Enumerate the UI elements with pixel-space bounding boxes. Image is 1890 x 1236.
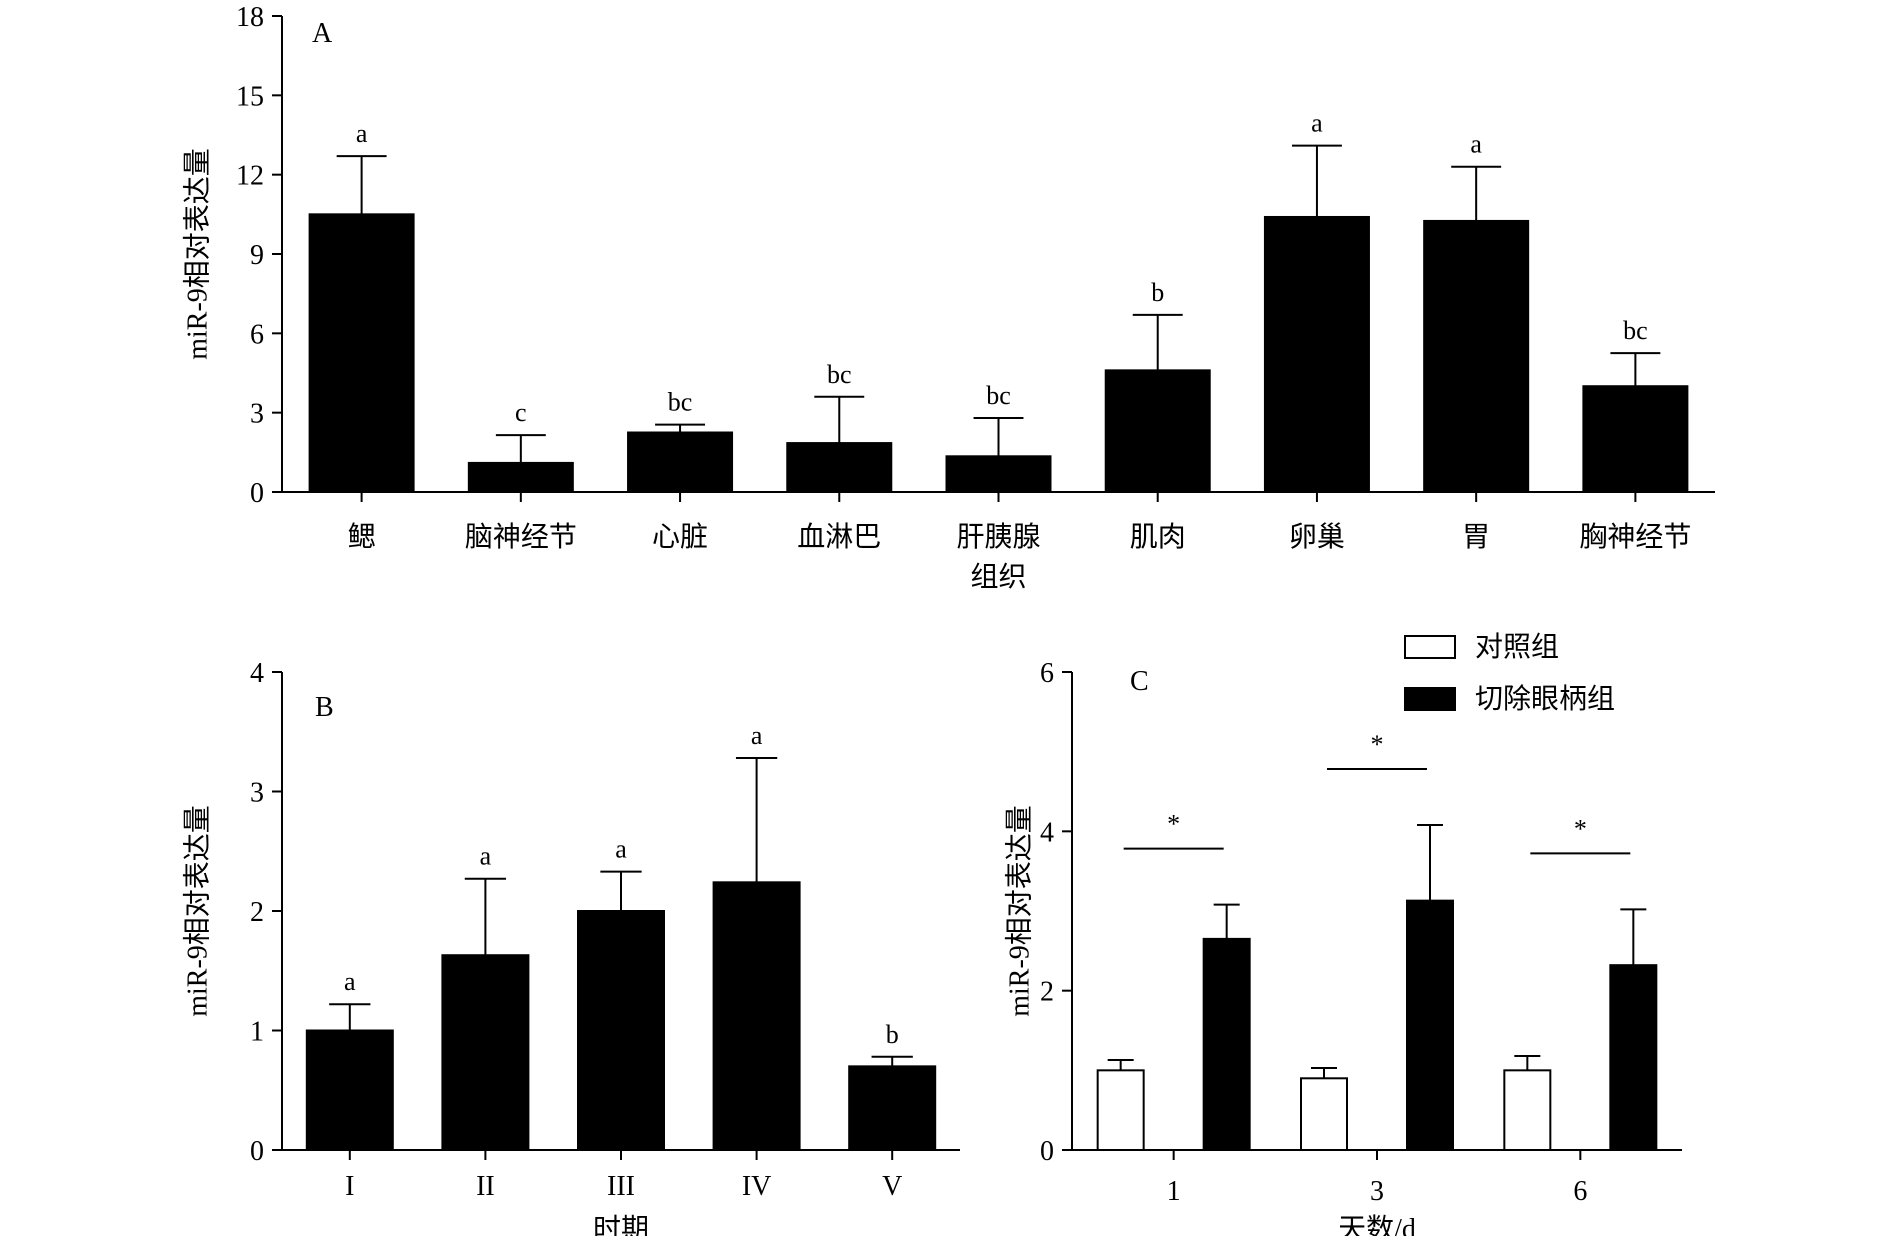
panel-a-category-label-3-0: 血淋巴 xyxy=(797,521,881,553)
panel-b-category-label-4-0: V xyxy=(882,1171,902,1202)
panel-a-y-tick-label-0: 0 xyxy=(250,478,264,509)
panel-a-significance-label-7: a xyxy=(1470,130,1482,159)
panel-a-significance-label-3: bc xyxy=(827,360,852,389)
panel-c-panel-letter: C xyxy=(1130,666,1149,697)
panel-a-significance-label-8: bc xyxy=(1623,316,1648,345)
panel-b-bar-3 xyxy=(712,881,801,1151)
panel-c-bar-s0-0 xyxy=(1096,1069,1145,1152)
panel-c-legend-label-1: 切除眼柄组 xyxy=(1475,683,1615,715)
panel-a-y-tick-label-5: 15 xyxy=(236,81,264,112)
panel-a-category-label-7-0: 胃 xyxy=(1462,522,1490,553)
panel-b-panel-letter: B xyxy=(315,692,334,723)
panel-a-y-tick-label-2: 6 xyxy=(250,319,264,350)
panel-b-y-tick-label-1: 1 xyxy=(250,1017,264,1048)
panel-a-panel-letter: A xyxy=(312,18,333,49)
panel-c-bar-s1-0 xyxy=(1202,937,1251,1152)
panel-a-category-label-0-0: 鳃 xyxy=(348,521,376,553)
panel-a-category-label-4-0: 肝胰腺 xyxy=(956,521,1040,553)
panel-b-significance-label-3: a xyxy=(751,721,763,750)
panel-a-y-tick-label-6: 18 xyxy=(236,2,264,33)
panel-c-significance-label-0: * xyxy=(1167,810,1180,839)
panel-c-bar-s1-2 xyxy=(1609,964,1658,1151)
panel-a-bar-7 xyxy=(1423,219,1530,493)
panel-b-significance-label-4: b xyxy=(886,1020,899,1049)
panel-c-bar-s1-1 xyxy=(1406,899,1454,1151)
panel-c-category-label-1: 3 xyxy=(1370,1176,1384,1207)
panel-a-y-tick-label-3: 9 xyxy=(250,240,264,271)
panel-a-bar-4 xyxy=(945,455,1052,493)
panel-b-significance-label-2: a xyxy=(615,835,627,864)
panel-a-bar-6 xyxy=(1263,215,1370,493)
panel-a-significance-label-4: bc xyxy=(986,381,1011,410)
panel-c-y-tick-label-2: 4 xyxy=(1040,817,1054,848)
panel-c-x-axis-label: 天数/d xyxy=(1338,1213,1416,1236)
panel-a-significance-label-5: b xyxy=(1151,278,1164,307)
panel-b-category-label-0-0: I xyxy=(345,1171,354,1202)
panel-b-bar-0 xyxy=(305,1029,394,1151)
panel-a-category-label-1-0: 脑神经节 xyxy=(465,521,577,553)
panel-c-legend-label-0: 对照组 xyxy=(1475,631,1559,663)
panel-a-significance-label-1: c xyxy=(515,398,527,427)
panel-b-significance-label-0: a xyxy=(344,967,356,996)
chart-panel-a: 0 3 6 9 12 15 18 miR-9相对表达量 Aa 鳃 c 脑神经节 bc 心脏 bc 血淋巴 bc 肝… xyxy=(181,2,1715,593)
panel-a-bar-2 xyxy=(627,431,734,493)
panel-c-category-label-0: 1 xyxy=(1167,1176,1181,1207)
panel-c-y-tick-label-0: 0 xyxy=(1040,1136,1054,1167)
panel-b-bar-4 xyxy=(848,1065,937,1151)
panel-a-category-label-5-0: 肌肉 xyxy=(1130,521,1186,553)
panel-b-x-axis-label: 时期 xyxy=(593,1213,649,1236)
panel-a-category-label-2-0: 心脏 xyxy=(652,521,708,553)
panel-c-category-label-2: 6 xyxy=(1573,1176,1587,1207)
panel-c-bar-s0-1 xyxy=(1300,1077,1348,1152)
panel-a-category-label-4-1: 组织 xyxy=(970,561,1026,593)
panel-b-significance-label-1: a xyxy=(480,842,492,871)
panel-b-y-axis-label: miR-9相对表达量 xyxy=(181,805,213,1017)
panel-a-significance-label-2: bc xyxy=(668,388,693,417)
panel-a-category-label-8-0: 胸神经节 xyxy=(1579,521,1691,553)
panel-a-bar-8 xyxy=(1582,385,1689,494)
panel-b-bar-1 xyxy=(441,954,530,1152)
panel-c-bar-s0-2 xyxy=(1503,1069,1552,1152)
panel-a-significance-label-6: a xyxy=(1311,109,1323,138)
panel-b-category-label-2-0: III xyxy=(607,1171,635,1202)
panel-b-y-tick-label-3: 3 xyxy=(250,778,264,809)
panel-b-y-tick-label-4: 4 xyxy=(250,658,264,689)
panel-b-y-tick-label-2: 2 xyxy=(250,897,264,928)
chart-panel-b: 0 1 2 3 4 miR-9相对表达量 Ba Ia II a III a IV b V 时期 xyxy=(181,658,960,1236)
panel-a-significance-label-0: a xyxy=(356,119,368,148)
panel-a-bar-3 xyxy=(786,442,893,494)
panel-a-bar-5 xyxy=(1104,369,1211,494)
panel-c-significance-label-2: * xyxy=(1574,814,1587,843)
panel-c-legend-swatch-1 xyxy=(1404,687,1456,711)
panel-c-significance-label-1: * xyxy=(1371,730,1384,759)
panel-b-y-tick-label-0: 0 xyxy=(250,1136,264,1167)
panel-a-y-tick-label-4: 12 xyxy=(236,161,264,192)
panel-b-bar-2 xyxy=(577,910,665,1151)
panel-a-y-axis-label: miR-9相对表达量 xyxy=(181,148,213,360)
panel-a-category-label-6-0: 卵巢 xyxy=(1289,521,1345,553)
panel-a-y-tick-label-1: 3 xyxy=(250,399,264,430)
panel-a-bar-1 xyxy=(467,461,574,493)
panel-a-bar-0 xyxy=(308,213,415,493)
panel-c-y-tick-label-1: 2 xyxy=(1040,977,1054,1008)
panel-b-category-label-1-0: II xyxy=(476,1171,495,1202)
panel-b-category-label-3-0: IV xyxy=(742,1171,772,1202)
panel-c-y-axis-label: miR-9相对表达量 xyxy=(1003,805,1035,1017)
panel-c-y-tick-label-3: 6 xyxy=(1040,658,1054,689)
panel-c-legend-swatch-0 xyxy=(1404,635,1456,659)
